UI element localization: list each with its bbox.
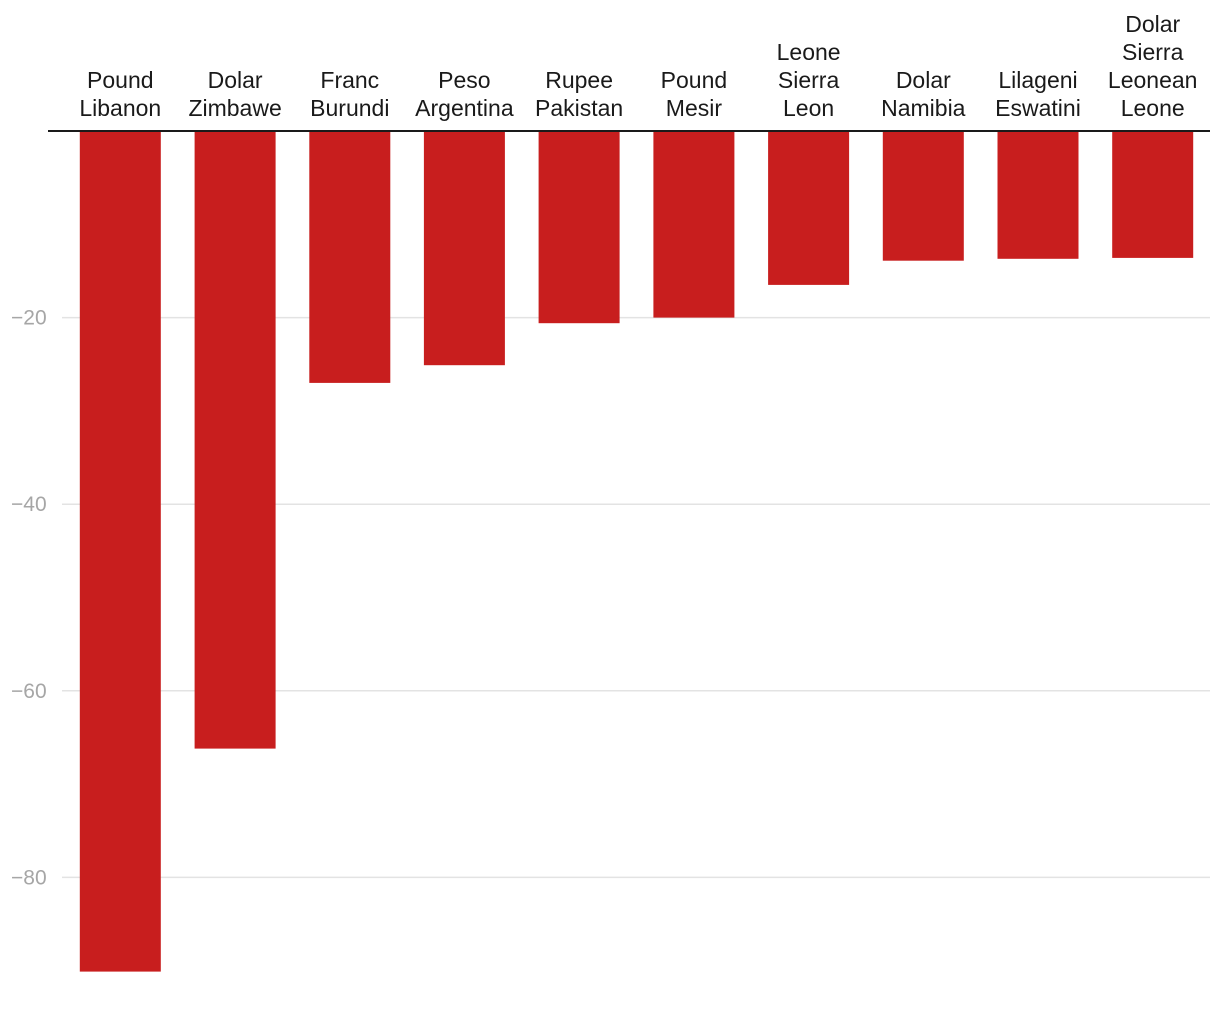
category-label-line: Leone [1121,95,1185,121]
category-label-line: Rupee [545,67,613,93]
category-label-line: Leon [783,95,834,121]
category-label: Pound Mesir [661,67,728,121]
bars [79,131,1194,972]
y-tick-label: −40 [11,493,47,516]
category-label-line: Lilageni [998,67,1077,93]
category-label-line: Burundi [310,95,389,121]
category-label: Franc Burundi [310,67,389,121]
category-label: Dolar Sierra Leonean Leone [1108,11,1198,121]
bar [997,131,1079,259]
category-label-line: Dolar [208,67,263,93]
category-label: Lilageni Eswatini [995,67,1081,121]
category-label-line: Pakistan [535,95,623,121]
category-label-line: Eswatini [995,95,1081,121]
y-axis-ticks: −20 −40 −60 −80 [11,307,47,890]
category-label-line: Namibia [881,95,966,121]
category-label-line: Libanon [79,95,161,121]
category-label: Leone Sierra Leon [777,39,841,121]
category-label: Dolar Namibia [881,67,966,121]
y-tick-label: −80 [11,866,47,889]
bar [538,131,620,324]
category-label: Rupee Pakistan [535,67,623,121]
category-label-line: Leone [777,39,841,65]
bar [79,131,161,972]
bar [423,131,505,366]
bar [653,131,735,318]
category-label-line: Zimbawe [188,95,281,121]
bar [309,131,391,383]
category-label-line: Sierra [778,67,840,93]
category-label-line: Franc [320,67,379,93]
category-label-line: Dolar [896,67,951,93]
y-tick-label: −60 [11,680,47,703]
category-label: Peso Argentina [415,67,514,121]
category-label: Dolar Zimbawe [188,67,281,121]
category-label-line: Dolar [1125,11,1180,37]
category-label-line: Argentina [415,95,514,121]
category-label-line: Peso [438,67,490,93]
bar [882,131,964,261]
category-label-line: Leonean [1108,67,1198,93]
category-label-line: Pound [87,67,154,93]
category-label-line: Pound [661,67,728,93]
y-tick-label: −20 [11,307,47,330]
bar [1112,131,1194,258]
bar [768,131,850,285]
category-label-line: Mesir [666,95,723,121]
category-label: Pound Libanon [79,67,161,121]
bar [194,131,276,749]
category-label-line: Sierra [1122,39,1184,65]
